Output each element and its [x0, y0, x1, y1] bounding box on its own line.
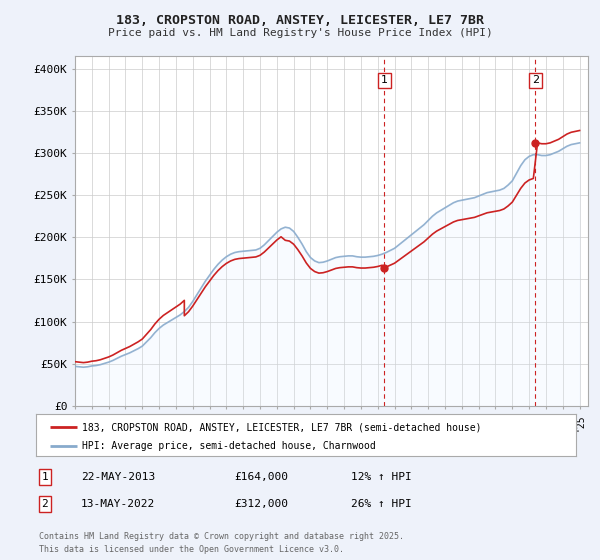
Text: 2: 2	[532, 76, 539, 86]
Text: 22-MAY-2013: 22-MAY-2013	[81, 472, 155, 482]
Text: 2: 2	[41, 499, 49, 509]
Text: 183, CROPSTON ROAD, ANSTEY, LEICESTER, LE7 7BR (semi-detached house): 183, CROPSTON ROAD, ANSTEY, LEICESTER, L…	[82, 422, 481, 432]
Text: 1: 1	[381, 76, 388, 86]
Text: £312,000: £312,000	[234, 499, 288, 509]
Text: £164,000: £164,000	[234, 472, 288, 482]
Text: Price paid vs. HM Land Registry's House Price Index (HPI): Price paid vs. HM Land Registry's House …	[107, 28, 493, 38]
Text: 26% ↑ HPI: 26% ↑ HPI	[351, 499, 412, 509]
Text: 12% ↑ HPI: 12% ↑ HPI	[351, 472, 412, 482]
Text: This data is licensed under the Open Government Licence v3.0.: This data is licensed under the Open Gov…	[39, 545, 344, 554]
Text: HPI: Average price, semi-detached house, Charnwood: HPI: Average price, semi-detached house,…	[82, 441, 376, 451]
Text: 183, CROPSTON ROAD, ANSTEY, LEICESTER, LE7 7BR: 183, CROPSTON ROAD, ANSTEY, LEICESTER, L…	[116, 14, 484, 27]
Text: 13-MAY-2022: 13-MAY-2022	[81, 499, 155, 509]
Text: Contains HM Land Registry data © Crown copyright and database right 2025.: Contains HM Land Registry data © Crown c…	[39, 532, 404, 541]
Text: 1: 1	[41, 472, 49, 482]
